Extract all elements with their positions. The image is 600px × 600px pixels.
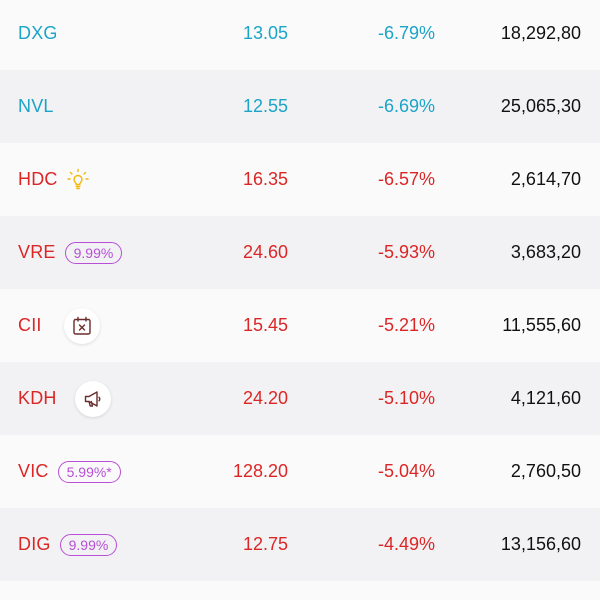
price-cell: 13.05 — [243, 0, 288, 70]
stock-change-percent: -6.79% — [377, 23, 435, 43]
megaphone-icon[interactable] — [74, 380, 111, 417]
stock-price: 15.45 — [242, 315, 288, 335]
stock-change-percent: -5.10% — [377, 388, 435, 408]
volume-cell: 3,683,20 — [511, 216, 581, 289]
table-row[interactable]: CII 15.45 -5.21% 11,555,60 — [0, 289, 600, 362]
stock-symbol[interactable]: CII — [18, 315, 42, 335]
volume-cell: 13,156,60 — [501, 508, 581, 581]
stock-symbol[interactable]: KDH — [18, 388, 57, 408]
stock-symbol[interactable]: DIG — [18, 534, 51, 554]
stock-change-percent: -5.04% — [377, 461, 435, 481]
price-cell: 24.20 — [243, 362, 288, 435]
stock-price: 24.20 — [242, 388, 288, 408]
stock-volume: 2,760,50 — [510, 461, 581, 481]
table-row — [0, 581, 600, 600]
volume-cell: 2,760,50 — [511, 435, 581, 508]
change-cell: -4.49% — [378, 508, 435, 581]
stock-change-percent: -5.93% — [377, 242, 435, 262]
price-cell: 12.55 — [243, 70, 288, 143]
table-row[interactable]: NVL 12.55 -6.69% 25,065,30 — [0, 70, 600, 143]
price-cell: 15.45 — [243, 289, 288, 362]
change-cell: -5.93% — [378, 216, 435, 289]
table-row[interactable]: KDH 24.20 -5.10% 4,121,60 — [0, 362, 600, 435]
stock-volume: 18,292,80 — [500, 23, 581, 43]
stock-change-percent: -6.57% — [377, 169, 435, 189]
change-cell: -5.21% — [378, 289, 435, 362]
stock-price: 12.55 — [242, 96, 288, 116]
stock-symbol[interactable]: VIC — [18, 461, 49, 481]
stock-symbol[interactable]: NVL — [18, 96, 54, 116]
stock-volume: 13,156,60 — [500, 534, 581, 554]
volume-cell: 4,121,60 — [511, 362, 581, 435]
stock-symbol[interactable]: HDC — [18, 169, 58, 189]
calendar-x-icon[interactable] — [63, 307, 100, 344]
change-cell: -5.10% — [378, 362, 435, 435]
change-cell: -6.79% — [378, 0, 435, 70]
table-row[interactable]: VIC 5.99%* 128.20 -5.04% 2,760,50 — [0, 435, 600, 508]
volume-cell: 18,292,80 — [501, 0, 581, 70]
price-cell: 128.20 — [233, 435, 288, 508]
volume-cell: 25,065,30 — [501, 70, 581, 143]
stock-price: 128.20 — [232, 461, 288, 481]
margin-badge[interactable]: 9.99% — [64, 241, 123, 264]
lightbulb-icon[interactable] — [66, 168, 90, 192]
stock-change-percent: -4.49% — [377, 534, 435, 554]
stock-price: 13.05 — [242, 23, 288, 43]
table-row[interactable]: VRE 9.99% 24.60 -5.93% 3,683,20 — [0, 216, 600, 289]
stock-volume: 4,121,60 — [510, 388, 581, 408]
margin-badge[interactable]: 5.99%* — [57, 460, 121, 483]
stock-symbol[interactable]: VRE — [18, 242, 56, 262]
stock-symbol[interactable]: DXG — [18, 23, 58, 43]
stock-change-percent: -5.21% — [377, 315, 435, 335]
stock-volume: 25,065,30 — [500, 96, 581, 116]
stock-price: 16.35 — [242, 169, 288, 189]
margin-badge[interactable]: 9.99% — [59, 533, 118, 556]
price-cell: 12.75 — [243, 508, 288, 581]
stock-price: 12.75 — [242, 534, 288, 554]
stock-volume: 11,555,60 — [502, 315, 581, 335]
table-row[interactable]: DIG 9.99% 12.75 -4.49% 13,156,60 — [0, 508, 600, 581]
price-cell: 24.60 — [243, 216, 288, 289]
change-cell: -5.04% — [378, 435, 435, 508]
change-cell: -6.57% — [378, 143, 435, 216]
stock-change-percent: -6.69% — [377, 96, 435, 116]
volume-cell: 2,614,70 — [511, 143, 581, 216]
stock-price: 24.60 — [242, 242, 288, 262]
change-cell: -6.69% — [378, 70, 435, 143]
stock-volume: 3,683,20 — [510, 242, 581, 262]
stock-volume: 2,614,70 — [510, 169, 581, 189]
volume-cell: 11,555,60 — [502, 289, 581, 362]
price-cell: 16.35 — [243, 143, 288, 216]
table-row[interactable]: DXG 13.05 -6.79% 18,292,80 — [0, 0, 600, 70]
table-row[interactable]: HDC 16.35 — [0, 143, 600, 216]
